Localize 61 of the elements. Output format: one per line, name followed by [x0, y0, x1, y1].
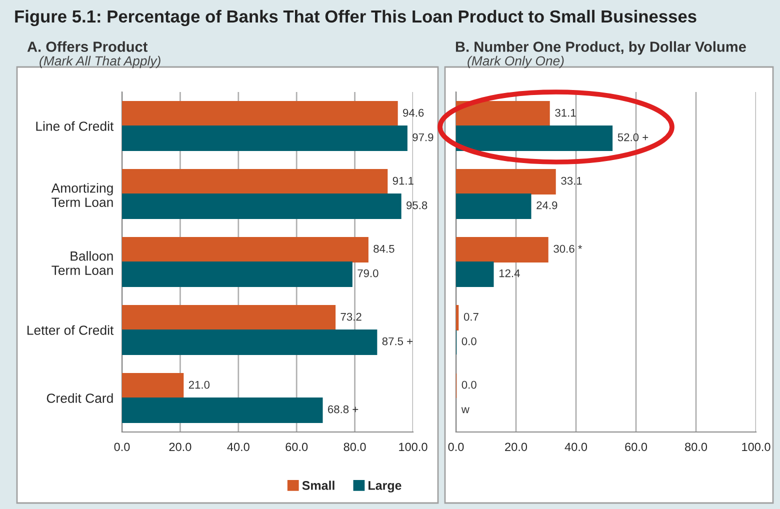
- bar: [456, 100, 550, 127]
- data-label: 87.5 +: [382, 337, 413, 346]
- bar: [456, 236, 548, 263]
- data-label: 0.7: [464, 312, 478, 321]
- data-label: 0.0: [462, 337, 476, 346]
- bar: [122, 329, 378, 356]
- x-tick-label: 60.0: [286, 442, 308, 452]
- data-label: 30.6 *: [554, 244, 582, 253]
- data-label: 21.0: [188, 380, 210, 389]
- y-tick-label: Credit Card: [46, 393, 113, 403]
- bar: [456, 304, 459, 331]
- data-label: 52.0 +: [618, 133, 648, 142]
- data-label: 31.1: [555, 108, 576, 117]
- y-tick-label: Amortizing Term Loan: [51, 183, 113, 207]
- data-label: 33.1: [561, 176, 582, 185]
- data-label: 97.9: [412, 133, 434, 142]
- bar: [122, 168, 388, 195]
- x-tick-label: 20.0: [169, 442, 192, 452]
- bar: [122, 261, 352, 288]
- data-label: 91.1: [392, 176, 414, 185]
- y-tick-label: Line of Credit: [36, 121, 114, 131]
- legend-label: Small: [302, 480, 334, 490]
- bar: [122, 193, 402, 220]
- x-tick-label: 0.0: [448, 442, 464, 452]
- chart-subtitle: (Mark All That Apply): [40, 56, 160, 68]
- x-tick-label: 60.0: [625, 442, 648, 452]
- data-label: 12.4: [499, 269, 520, 278]
- bar: [122, 100, 398, 127]
- bar: [456, 193, 532, 220]
- data-label: 84.5: [374, 244, 394, 253]
- caption: Figure 5.1: Percentage of Banks That Offer This Loan Product to Small Businesses: [15, 10, 696, 26]
- x-tick-label: 40.0: [564, 442, 588, 452]
- x-tick-label: 80.0: [344, 442, 366, 452]
- bar: [456, 125, 613, 152]
- bar: [122, 125, 408, 152]
- x-tick-label: 0.0: [114, 442, 130, 452]
- bar: [122, 304, 336, 331]
- chart-subtitle: (Mark Only One): [468, 56, 564, 68]
- x-tick-label: 100.0: [742, 442, 770, 452]
- x-tick-label: 20.0: [505, 442, 528, 452]
- data-label: 68.8 +: [328, 405, 358, 414]
- data-label: 79.0: [358, 269, 378, 278]
- bar: [456, 168, 556, 195]
- y-tick-label: Letter of Credit: [27, 325, 114, 335]
- x-tick-label: 40.0: [227, 442, 250, 452]
- bar: [456, 261, 494, 288]
- bar: [122, 397, 323, 424]
- text: w: [461, 407, 470, 414]
- data-label: 95.8: [406, 201, 428, 210]
- data-label: 73.2: [340, 312, 362, 321]
- chart-title: B. Number One Product, by Dollar Volume: [456, 41, 746, 55]
- chart-title: A. Offers Product: [27, 41, 148, 52]
- x-tick-label: 80.0: [685, 442, 708, 452]
- bar: [122, 372, 184, 399]
- data-label: 24.9: [536, 201, 558, 210]
- legend-label: Large: [368, 481, 402, 492]
- bar: [122, 236, 368, 263]
- data-label: 0.0: [462, 380, 476, 389]
- x-tick-label: 100.0: [399, 442, 428, 452]
- data-label: 94.6: [403, 108, 424, 117]
- y-tick-label: Balloon Term Loan: [52, 251, 113, 275]
